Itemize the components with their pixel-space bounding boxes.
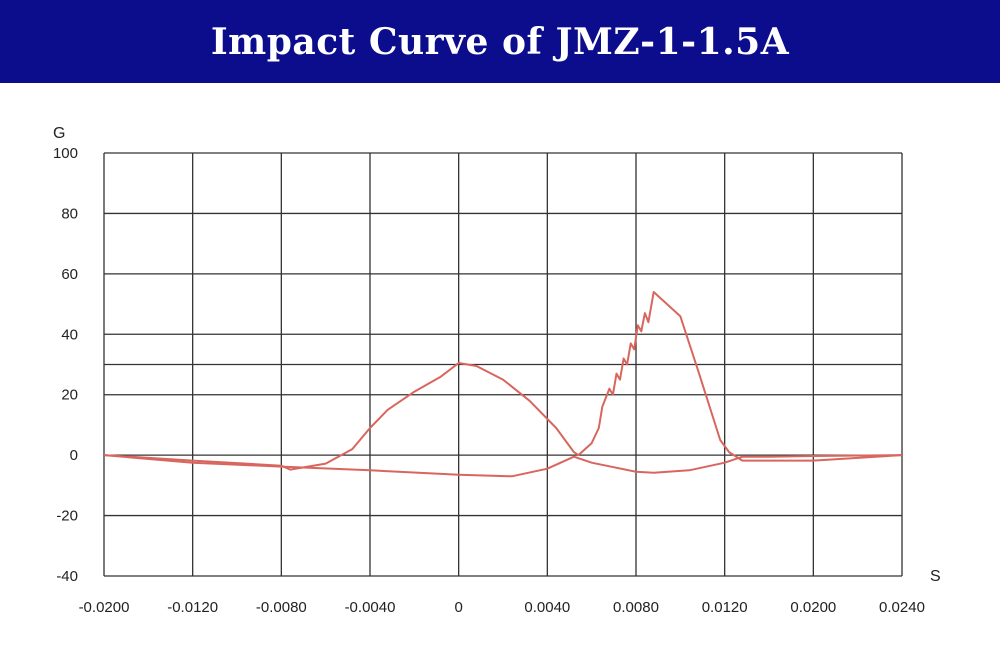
y-tick-label: 100: [53, 145, 78, 162]
y-tick-label: 0: [70, 447, 78, 464]
title-banner: Impact Curve of JMZ-1-1.5A: [0, 0, 1000, 83]
series-line: [103, 454, 903, 478]
x-tick-label: 0.0120: [702, 599, 748, 616]
impact-curve-chart: 100 80 60 40 20 0 -20 -40 -0.0200 -0.0120 -0.0080…: [53, 125, 941, 616]
x-tick-label: -0.0120: [167, 599, 218, 616]
chart-grid: [103, 152, 903, 577]
x-axis-label: S: [930, 568, 941, 585]
x-tick-label: 0.0040: [524, 599, 570, 616]
x-tick-label: 0: [454, 599, 462, 616]
y-tick-label: 80: [61, 205, 78, 222]
page-title: Impact Curve of JMZ-1-1.5A: [210, 20, 790, 63]
y-tick-label: -40: [56, 568, 78, 585]
x-tick-label: -0.0200: [79, 599, 130, 616]
chart-series: [103, 291, 903, 478]
x-tick-label: 0.0080: [613, 599, 659, 616]
x-tick-label: -0.0040: [345, 599, 396, 616]
y-axis-label: G: [53, 125, 65, 142]
y-tick-label: 60: [61, 266, 78, 283]
y-tick-label: -20: [56, 508, 78, 525]
series-line: [103, 291, 903, 471]
x-tick-label: 0.0240: [879, 599, 925, 616]
x-tick-label: -0.0080: [256, 599, 307, 616]
y-tick-label: 20: [61, 387, 78, 404]
x-tick-label: 0.0200: [790, 599, 836, 616]
x-axis-ticks: -0.0200 -0.0120 -0.0080 -0.0040 0 0.0040 0.008…: [79, 599, 925, 616]
y-tick-label: 40: [61, 326, 78, 343]
y-axis-ticks: 100 80 60 40 20 0 -20 -40: [53, 145, 78, 585]
